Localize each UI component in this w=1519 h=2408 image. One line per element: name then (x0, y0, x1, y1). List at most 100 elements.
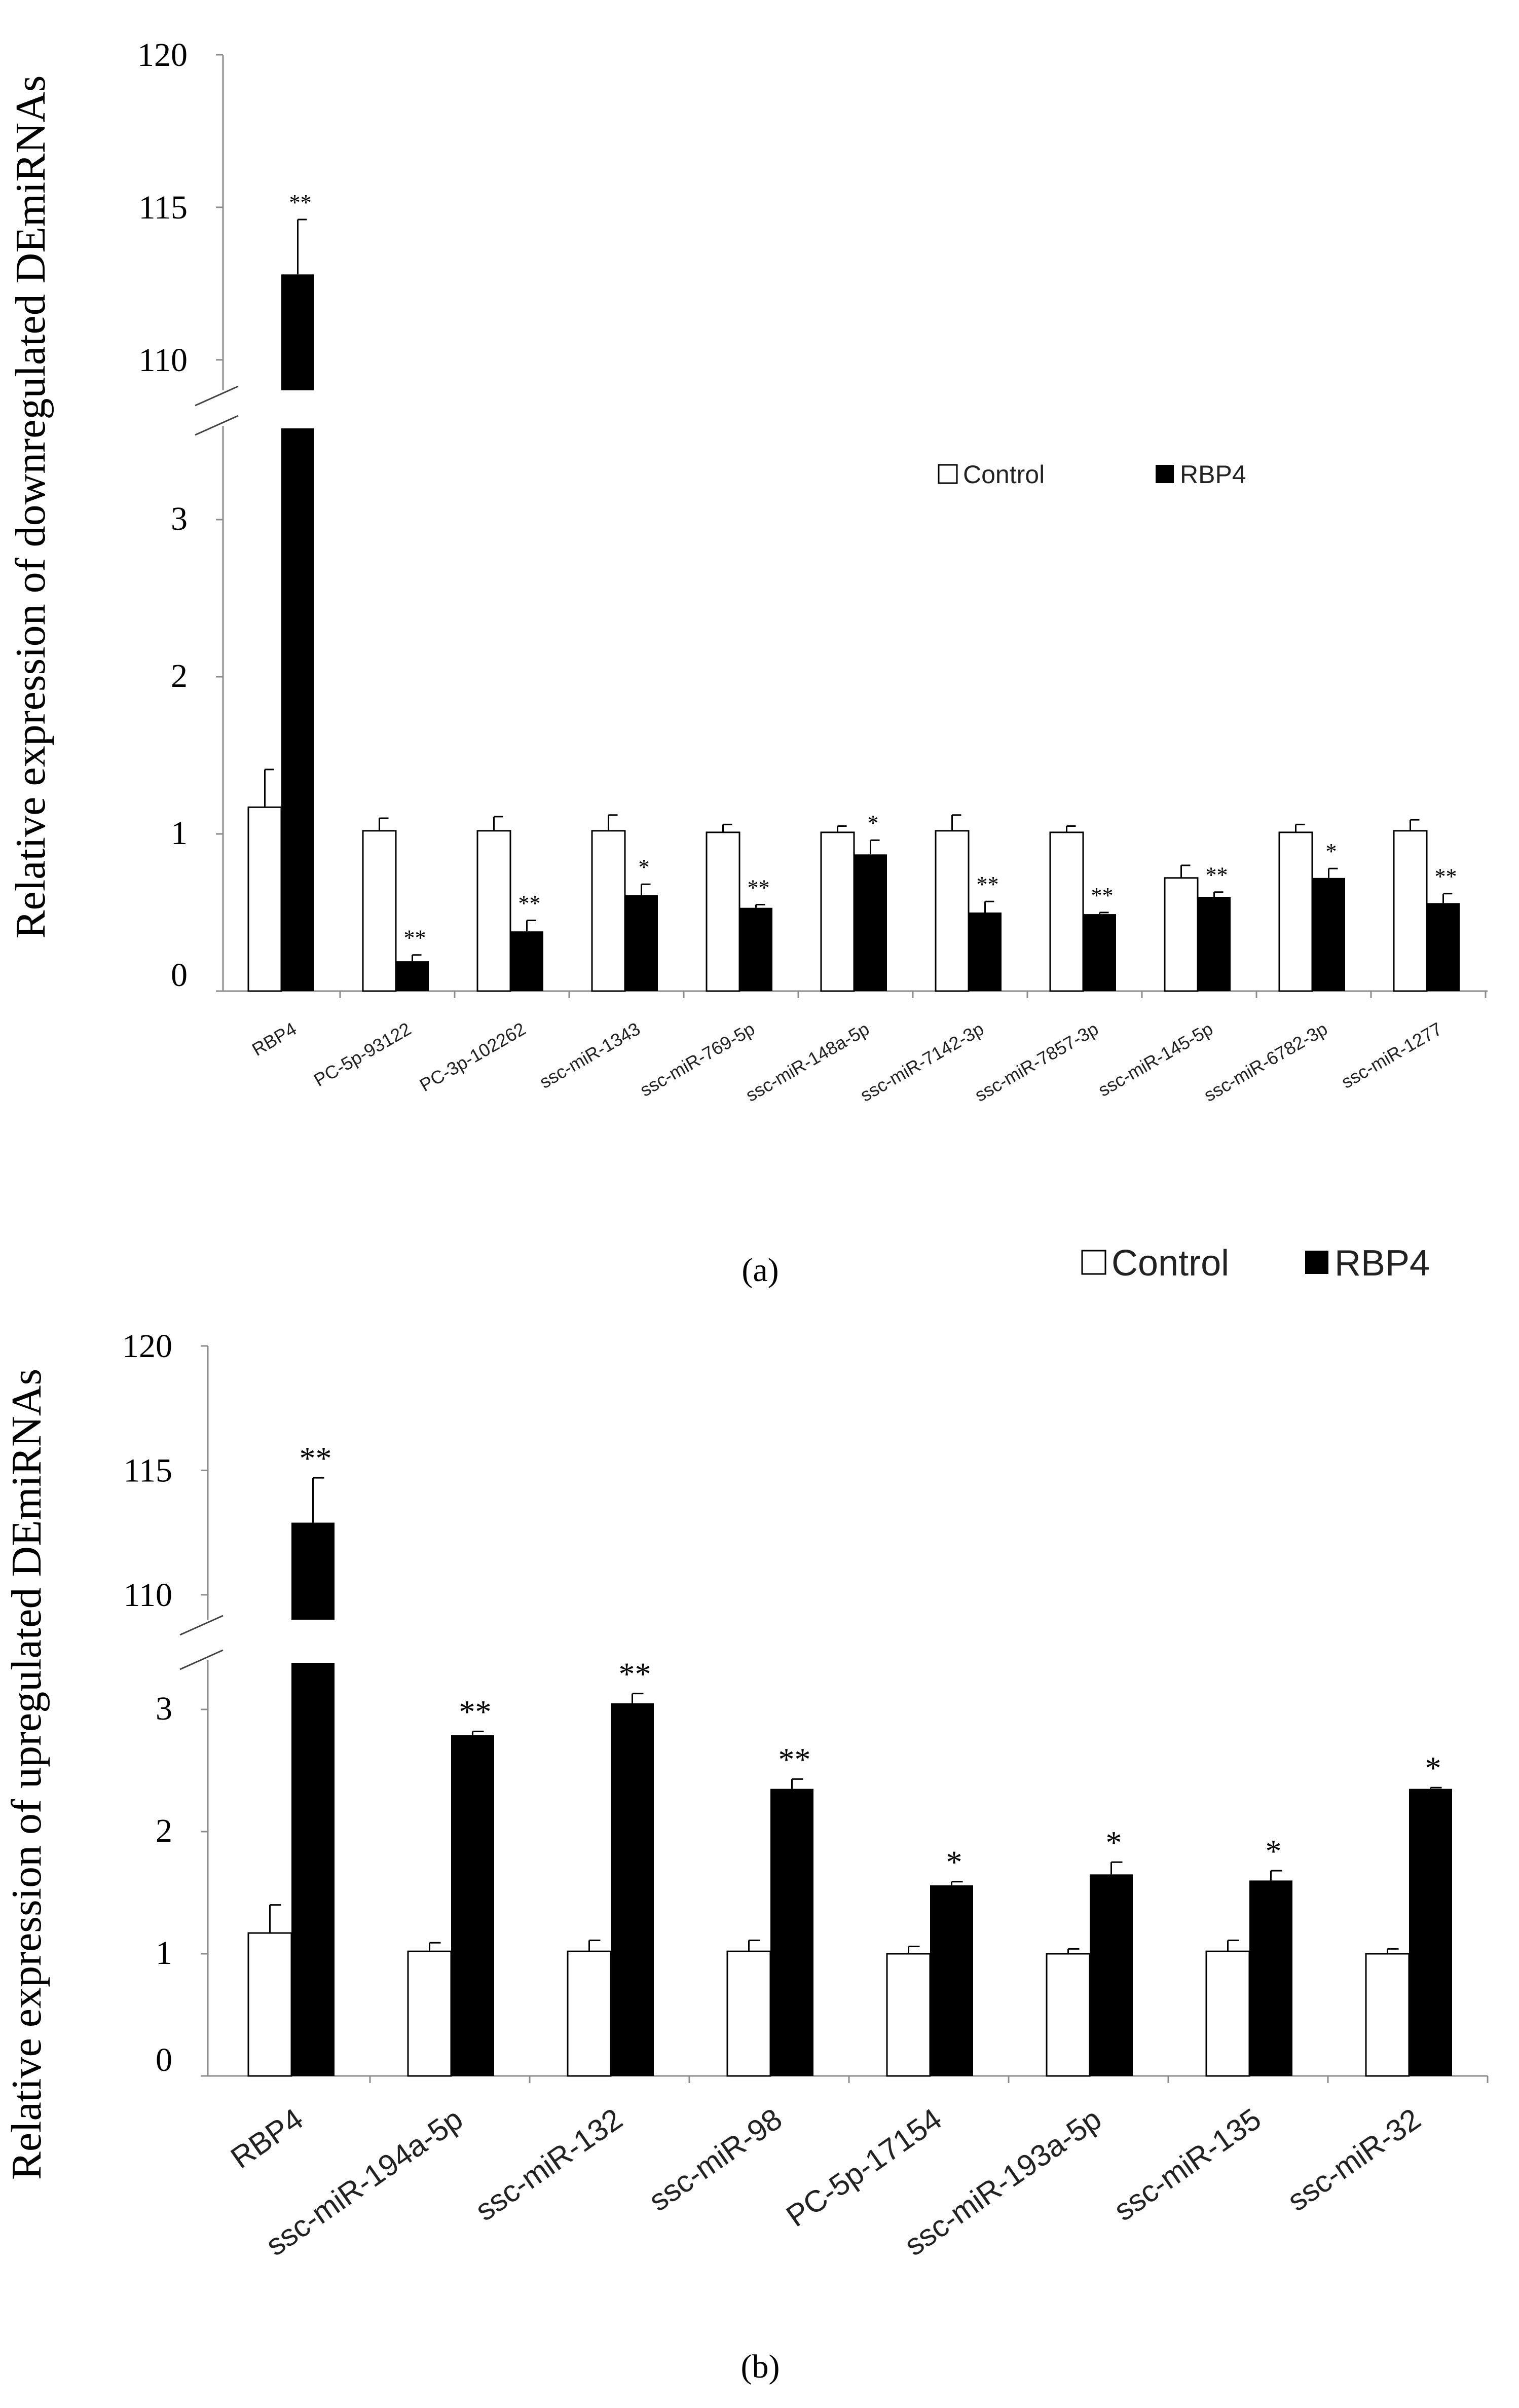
legend-swatch-control (1081, 1250, 1106, 1275)
bar-rbp4-lower (291, 1663, 335, 2076)
significance-marker: ** (977, 872, 999, 897)
y-tick-label: 120 (122, 1328, 172, 1365)
bar-control (1205, 1950, 1250, 2077)
significance-marker: ** (748, 875, 770, 900)
bar-rbp4 (739, 907, 772, 991)
x-category-label: PC-3p-102262 (416, 1018, 529, 1096)
y-tick-label: 0 (171, 957, 188, 994)
x-category-label: ssc-miR-6782-3p (1200, 1018, 1331, 1106)
bar-control (247, 806, 282, 992)
x-category-label: ssc-miR-1343 (536, 1018, 644, 1092)
bar-rbp4 (1090, 1874, 1133, 2076)
y-tick-label: 1 (171, 815, 188, 852)
significance-marker: * (868, 811, 879, 835)
significance-marker: * (639, 855, 650, 880)
x-category-label: RBP4 (225, 2102, 309, 2175)
axis-break-mark (179, 1615, 224, 1636)
significance-marker: ** (619, 1656, 651, 1692)
bar-rbp4 (1409, 1789, 1452, 2076)
y-axis-title: Relative expression of upregulated DEmiR… (3, 1369, 50, 2180)
x-category-label: ssc-miR-7857-3p (971, 1018, 1102, 1106)
y-tick-label: 3 (156, 1690, 172, 1727)
bar-control (726, 1950, 771, 2077)
bar-rbp4 (510, 931, 543, 991)
bar-rbp4 (611, 1703, 654, 2076)
bar-rbp4 (770, 1789, 813, 2076)
bar-control (706, 831, 740, 992)
bar-control (1278, 831, 1313, 992)
significance-marker: * (946, 1844, 962, 1880)
significance-marker: * (1326, 839, 1337, 864)
bar-control (1393, 830, 1428, 992)
y-tick-label: 2 (171, 658, 188, 695)
y-tick-label: 110 (123, 1577, 172, 1614)
bar-control (886, 1953, 931, 2077)
x-category-label: ssc-miR-98 (643, 2102, 788, 2218)
y-tick-label: 3 (171, 500, 188, 537)
bar-rbp4-upper (291, 1522, 335, 1620)
significance-marker: ** (289, 190, 312, 215)
axis-break-mark (195, 415, 239, 436)
y-tick-label: 120 (137, 37, 188, 74)
bar-control (476, 830, 511, 992)
significance-marker: ** (1435, 864, 1457, 889)
bar-rbp4-lower (281, 428, 314, 991)
bar-control (935, 830, 970, 992)
bar-rbp4 (451, 1735, 494, 2076)
x-category-label: ssc-miR-1277 (1338, 1018, 1446, 1092)
significance-marker: * (1266, 1833, 1282, 1869)
bar-rbp4 (854, 854, 887, 991)
bar-control (591, 830, 626, 992)
bar-control (820, 831, 855, 992)
x-category-label: ssc-miR-132 (469, 2102, 628, 2228)
bar-control (247, 1932, 292, 2077)
bar-control (1046, 1953, 1091, 2077)
y-axis-title: Relative expression of downregulated DEm… (7, 76, 54, 939)
axis-break-mark (179, 1649, 224, 1670)
x-category-label: ssc-miR-145-5p (1094, 1018, 1216, 1101)
y-tick-label: 115 (123, 1452, 172, 1489)
y-tick-label: 0 (156, 2041, 172, 2078)
bar-rbp4 (1198, 897, 1231, 991)
bar-rbp4 (1083, 914, 1116, 991)
x-category-label: PC-5p-93122 (310, 1018, 415, 1090)
significance-marker: * (1106, 1825, 1122, 1860)
bar-control (1049, 831, 1084, 992)
significance-marker: ** (779, 1741, 811, 1777)
bar-rbp4 (396, 961, 429, 991)
bar-rbp4 (1312, 878, 1345, 991)
x-category-label: ssc-miR-135 (1108, 2102, 1267, 2228)
legend-swatch-control (938, 464, 958, 484)
legend-swatch-rbp4 (1156, 465, 1174, 483)
bar-control (1164, 877, 1199, 992)
significance-marker: ** (300, 1440, 332, 1476)
bar-rbp4 (1249, 1880, 1292, 2076)
y-tick-label: 1 (156, 1935, 172, 1972)
legend-label-rbp4: RBP4 (1335, 1243, 1430, 1284)
bar-rbp4-upper (281, 274, 314, 390)
bar-control (1365, 1953, 1410, 2077)
panel-caption: (a) (742, 1252, 779, 1289)
y-tick-label: 110 (138, 342, 188, 379)
legend-label-rbp4: RBP4 (1180, 460, 1246, 489)
x-category-label: PC-5p-17154 (780, 2102, 948, 2234)
significance-marker: * (1425, 1750, 1441, 1786)
significance-marker: ** (1091, 883, 1114, 908)
significance-marker: ** (518, 891, 541, 916)
bar-rbp4 (625, 895, 658, 991)
bar-rbp4 (1427, 903, 1460, 991)
bar-rbp4 (969, 913, 1002, 991)
y-tick-label: 2 (156, 1812, 172, 1849)
x-category-label: ssc-miR-32 (1281, 2102, 1427, 2218)
legend-label-control: Control (963, 460, 1045, 489)
axis-break-mark (195, 385, 239, 407)
legend-label-control: Control (1112, 1243, 1229, 1284)
bar-control (362, 830, 397, 992)
bar-control (407, 1950, 452, 2077)
x-category-label: ssc-miR-148a-5p (742, 1018, 873, 1106)
x-category-label: RBP4 (248, 1018, 300, 1060)
x-category-label: ssc-miR-769-5p (636, 1018, 758, 1101)
panel-caption: (b) (741, 2348, 780, 2385)
significance-marker: ** (404, 926, 426, 951)
